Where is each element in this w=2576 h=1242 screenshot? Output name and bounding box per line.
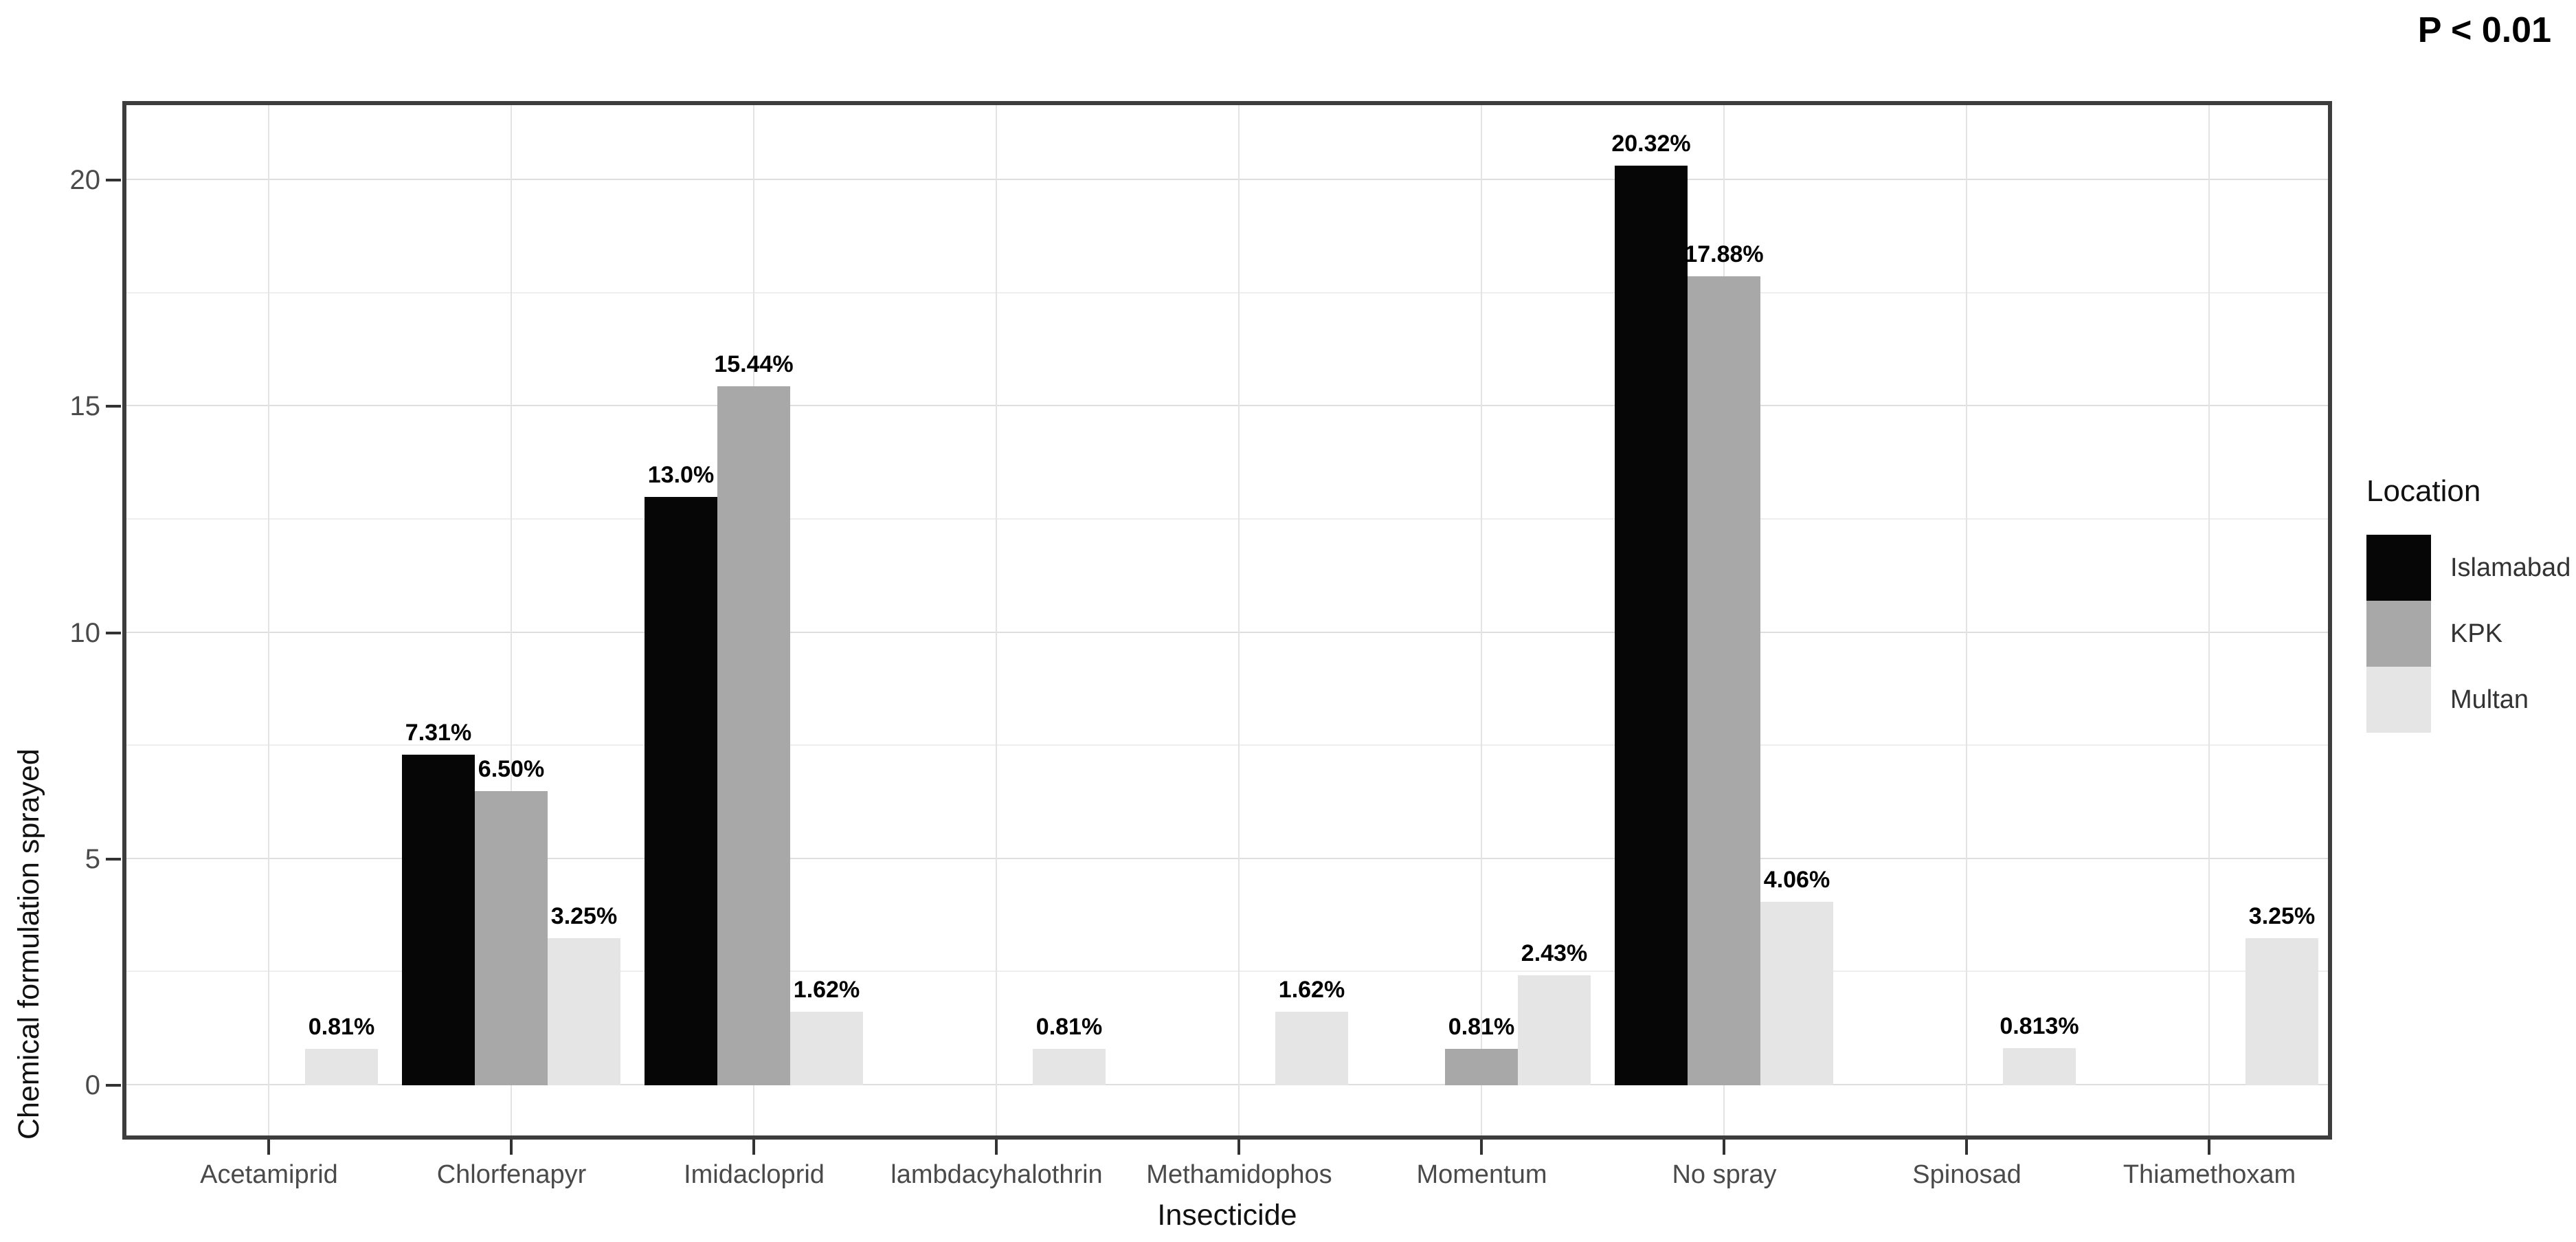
- x-axis-title: Insecticide: [1157, 1199, 1297, 1232]
- bar-value-label: 13.0%: [647, 461, 715, 488]
- x-tick-mark: [2208, 1140, 2210, 1155]
- bar-kpk: [1688, 276, 1760, 1085]
- bar-value-label: 17.88%: [1684, 241, 1764, 267]
- y-tick-mark: [106, 631, 121, 634]
- x-tick-label: lambdacyhalothrin: [891, 1160, 1103, 1189]
- x-tick-mark: [995, 1140, 998, 1155]
- x-tick-mark: [1723, 1140, 1725, 1155]
- bar-multan: [2003, 1048, 2076, 1085]
- bar-value-label: 2.43%: [1521, 940, 1588, 966]
- bar-multan: [548, 938, 620, 1085]
- bar-value-label: 20.32%: [1611, 130, 1691, 157]
- y-tick-label: 10: [69, 617, 101, 648]
- bar-value-label: 6.50%: [478, 755, 545, 782]
- x-tick-label: Thiamethoxam: [2123, 1160, 2296, 1189]
- x-tick-mark: [1480, 1140, 1483, 1155]
- y-tick-label: 20: [69, 165, 101, 195]
- bar-value-label: 0.813%: [2000, 1013, 2079, 1040]
- bar-multan: [1760, 901, 1833, 1085]
- x-tick-mark: [752, 1140, 755, 1155]
- x-tick-label: Momentum: [1416, 1160, 1547, 1189]
- gridline-major-y: [126, 405, 2328, 407]
- gridline-major-x: [1966, 105, 1967, 1135]
- y-tick-mark: [106, 857, 121, 861]
- gridline-minor-y: [126, 518, 2328, 520]
- y-tick-mark: [106, 179, 121, 181]
- gridline-major-x: [511, 105, 512, 1135]
- x-tick-label: Methamidophos: [1146, 1160, 1332, 1189]
- bar-multan: [1033, 1048, 1106, 1085]
- p-value-annotation: P < 0.01: [2417, 10, 2551, 50]
- legend-key-swatch: [2366, 667, 2431, 733]
- gridline-major-x: [996, 105, 997, 1135]
- legend-item-label: Islamabad: [2450, 553, 2571, 582]
- legend-item-label: Multan: [2450, 685, 2529, 714]
- plot-panel: 7.31% 13.0% 20.32% 6.50% 15.44% 0.81% 17.88% 0.…: [122, 101, 2332, 1140]
- x-tick-label: Imidacloprid: [684, 1160, 825, 1189]
- x-tick-label: No spray: [1672, 1160, 1777, 1189]
- bar-value-label: 3.25%: [2248, 903, 2316, 929]
- bar-value-label: 1.62%: [1278, 977, 1345, 1003]
- y-tick-label: 5: [85, 843, 100, 874]
- gridline-major-x: [1481, 105, 1482, 1135]
- y-tick-label: 15: [69, 391, 101, 422]
- bar-value-label: 7.31%: [405, 719, 472, 746]
- legend-item-islamabad: Islamabad: [2366, 535, 2571, 601]
- bar-value-label: 15.44%: [714, 351, 794, 378]
- gridline-major-y: [126, 179, 2328, 180]
- x-tick-mark: [267, 1140, 270, 1155]
- bar-islamabad: [1615, 165, 1688, 1085]
- x-tick-label: Spinosad: [1912, 1160, 2021, 1189]
- x-tick-mark: [510, 1140, 513, 1155]
- bar-value-label: 0.81%: [1035, 1013, 1103, 1040]
- legend-item-kpk: KPK: [2366, 601, 2571, 667]
- bar-islamabad: [402, 754, 475, 1085]
- bar-kpk: [475, 790, 548, 1085]
- x-tick-mark: [1965, 1140, 1968, 1155]
- y-tick-label: 0: [85, 1070, 100, 1100]
- gridline-major-x: [2208, 105, 2210, 1135]
- bar-multan: [1518, 975, 1591, 1085]
- gridline-major-y: [126, 631, 2328, 633]
- x-tick-label: Chlorfenapyr: [436, 1160, 587, 1189]
- legend-item-label: KPK: [2450, 619, 2503, 648]
- gridline-major-y: [126, 1084, 2328, 1085]
- bar-multan: [1275, 1012, 1348, 1085]
- bar-value-label: 3.25%: [550, 903, 618, 929]
- gridline-major-x: [1238, 105, 1240, 1135]
- y-tick-mark: [106, 405, 121, 408]
- x-tick-mark: [1237, 1140, 1240, 1155]
- gridline-major-x: [268, 105, 269, 1135]
- legend-title: Location: [2366, 474, 2481, 508]
- x-tick-label: Acetamiprid: [200, 1160, 338, 1189]
- bar-value-label: 1.62%: [793, 977, 860, 1003]
- bar-kpk: [1445, 1048, 1518, 1085]
- bar-multan: [790, 1012, 863, 1085]
- bars: 7.31% 13.0% 20.32% 6.50% 15.44% 0.81% 17.88% 0.…: [126, 105, 2328, 1135]
- y-tick-mark: [106, 1084, 121, 1087]
- legend-key-swatch: [2366, 535, 2431, 601]
- bar-multan: [2245, 938, 2318, 1085]
- legend-key-swatch: [2366, 601, 2431, 667]
- gridline-minor-y: [126, 291, 2328, 293]
- gridline-minor-y: [126, 971, 2328, 973]
- gridline-minor-y: [126, 744, 2328, 746]
- bar-islamabad: [645, 496, 717, 1085]
- bar-value-label: 4.06%: [1763, 866, 1830, 893]
- bar-value-label: 0.81%: [308, 1013, 375, 1040]
- legend: Location Islamabad KPK Multan: [2366, 474, 2571, 733]
- bar-kpk: [717, 386, 790, 1085]
- bar-value-label: 0.81%: [1448, 1013, 1515, 1040]
- gridline-major-y: [126, 857, 2328, 859]
- legend-item-multan: Multan: [2366, 667, 2571, 733]
- legend-items: Islamabad KPK Multan: [2366, 535, 2571, 733]
- bar-multan: [305, 1048, 378, 1085]
